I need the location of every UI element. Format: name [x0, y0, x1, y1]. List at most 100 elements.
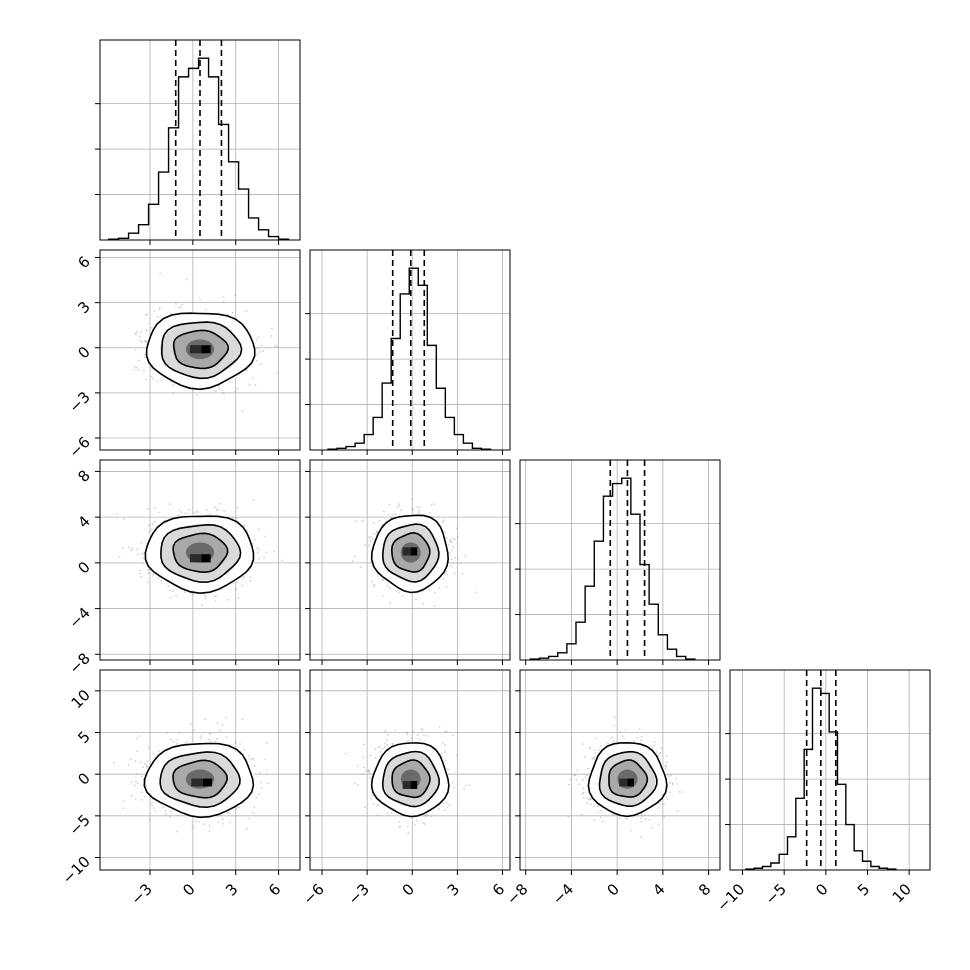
scatter-point [181, 303, 184, 306]
scatter-point [138, 335, 141, 338]
scatter-point [372, 521, 375, 524]
scatter-point [584, 756, 586, 759]
scatter-point [219, 502, 222, 505]
scatter-point [171, 590, 174, 593]
scatter-point [197, 820, 200, 823]
scatter-point [354, 555, 356, 558]
scatter-point [423, 823, 426, 825]
scatter-point [150, 326, 153, 329]
scatter-point [364, 806, 366, 809]
scatter-point [644, 818, 647, 821]
scatter-point [676, 783, 679, 785]
scatter-point [134, 349, 137, 351]
scatter-point [356, 784, 359, 786]
scatter-point [653, 741, 656, 744]
contour-line [381, 750, 440, 808]
scatter-point [257, 528, 260, 531]
scatter-point [196, 511, 199, 514]
scatter-point [158, 306, 161, 309]
scatter-point [143, 552, 145, 554]
scatter-point [671, 782, 674, 785]
scatter-point [364, 544, 367, 547]
scatter-point [376, 814, 379, 817]
scatter-point [219, 729, 222, 732]
x-tick-label: 8 [695, 880, 714, 899]
scatter-point [140, 330, 143, 333]
scatter-point [226, 811, 229, 814]
scatter-point [453, 572, 456, 575]
scatter-point [419, 506, 422, 509]
scatter-point [249, 757, 251, 760]
scatter-point [270, 327, 273, 330]
scatter-point [351, 560, 354, 563]
scatter-point [574, 774, 577, 777]
scatter-point [144, 356, 146, 359]
y-tick-label: −3 [65, 388, 93, 416]
scatter-point [438, 808, 440, 811]
scatter-point [207, 738, 210, 741]
scatter-point [448, 804, 451, 807]
scatter-point [208, 732, 211, 735]
scatter-point [648, 818, 651, 821]
x-tick-label: 5 [854, 880, 873, 899]
scatter-point [433, 604, 436, 607]
scatter-point [582, 778, 584, 781]
scatter-point [273, 550, 275, 552]
scatter-point [415, 819, 418, 822]
scatter-point [433, 503, 436, 506]
scatter-point [232, 311, 234, 314]
contour-line [172, 759, 229, 799]
histogram-panel-0 [95, 39, 301, 241]
scatter-point [367, 536, 370, 539]
scatter-point [626, 817, 628, 820]
scatter-point [175, 594, 178, 597]
scatter-point [437, 516, 440, 518]
scatter-point [187, 508, 190, 511]
scatter-point [663, 816, 666, 819]
y-tick-label: 6 [74, 253, 93, 272]
scatter-point [175, 302, 177, 305]
scatter-point [407, 831, 410, 834]
y-tick-label: 4 [74, 512, 93, 531]
scatter-point [215, 595, 218, 598]
x-tick-label: −10 [713, 880, 748, 915]
scatter-point [374, 748, 377, 750]
scatter-point [420, 728, 423, 731]
scatter-point [183, 512, 186, 515]
scatter-point [260, 344, 263, 347]
scatter-point [157, 316, 160, 318]
scatter-point [589, 746, 592, 748]
scatter-point [582, 743, 584, 746]
scatter-point [170, 312, 173, 315]
scatter-point [142, 557, 145, 560]
density-peak-cell [402, 547, 411, 556]
scatter-point [152, 574, 154, 577]
scatter-point [235, 588, 238, 590]
scatter-point [668, 775, 671, 778]
scatter-point [248, 817, 251, 820]
y-tick-label: 8 [74, 467, 93, 486]
scatter-point [463, 787, 465, 790]
scatter-point [131, 547, 134, 550]
scatter-point [262, 350, 265, 352]
scatter-point [193, 729, 195, 732]
scatter-point [228, 812, 230, 815]
scatter-point [241, 410, 244, 413]
scatter-point [376, 531, 379, 534]
scatter-point [651, 826, 653, 829]
scatter-point [440, 752, 443, 755]
scatter-point [179, 306, 182, 309]
x-tick-label: 3 [222, 880, 241, 899]
scatter-point [442, 578, 445, 580]
scatter-point [421, 729, 424, 732]
scatter-point [201, 604, 204, 607]
scatter-point [258, 351, 261, 353]
scatter-point [625, 817, 628, 820]
scatter-point [145, 765, 148, 768]
scatter-point [136, 553, 139, 556]
scatter-point [446, 536, 448, 539]
scatter-point [264, 535, 267, 538]
scatter-point [243, 748, 246, 751]
contour-line [160, 321, 243, 380]
scatter-point [581, 792, 584, 795]
